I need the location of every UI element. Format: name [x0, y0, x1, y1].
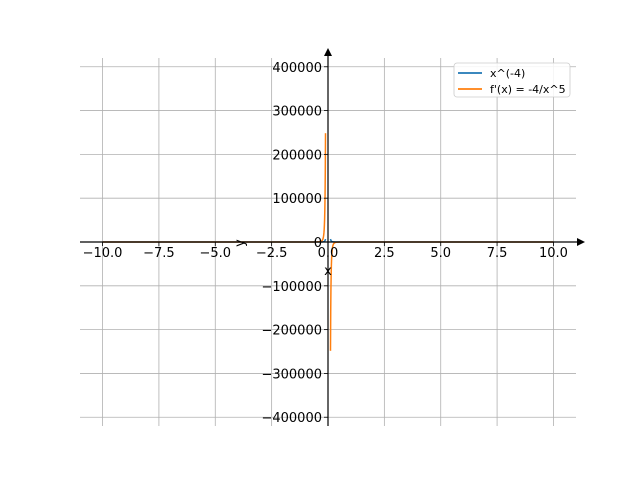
- x-tick-label: −2.5: [256, 246, 288, 261]
- y-tick-label: −300000: [261, 367, 322, 382]
- x-tick-label: 10.0: [539, 246, 568, 261]
- legend: x^(-4) f'(x) = -4/x^5: [453, 62, 571, 98]
- legend-box: [453, 62, 571, 98]
- y-tick-label: −100000: [261, 280, 322, 295]
- y-tick-label: −400000: [261, 411, 322, 426]
- x-tick-label: 7.5: [487, 246, 508, 261]
- legend-label-1: x^(-4): [490, 67, 525, 80]
- y-tick-label: 200000: [272, 148, 322, 163]
- x-tick-label: 5.0: [430, 246, 451, 261]
- y-axis-arrow: [324, 48, 332, 56]
- y-tick-label: 300000: [272, 105, 322, 120]
- x-tick-label: −10.0: [83, 246, 123, 261]
- y-axis-label: y: [233, 239, 248, 247]
- x-axis-label: x: [324, 264, 332, 279]
- legend-label-2: f'(x) = -4/x^5: [490, 83, 566, 96]
- y-tick-label: 400000: [272, 61, 322, 76]
- y-tick-label: 0: [314, 236, 322, 251]
- y-tick-label: 100000: [272, 192, 322, 207]
- x-axis-arrow: [577, 238, 585, 246]
- x-tick-label: 0.0: [318, 246, 339, 261]
- tick-labels: −10.0 −7.5 −5.0 −2.5 0.0 2.5 5.0 7.5 10.0 −400000…: [83, 61, 568, 426]
- x-tick-label: −5.0: [199, 246, 231, 261]
- axes: [80, 48, 585, 426]
- x-tick-label: −7.5: [143, 246, 175, 261]
- y-tick-label: −200000: [261, 324, 322, 339]
- x-tick-label: 2.5: [374, 246, 395, 261]
